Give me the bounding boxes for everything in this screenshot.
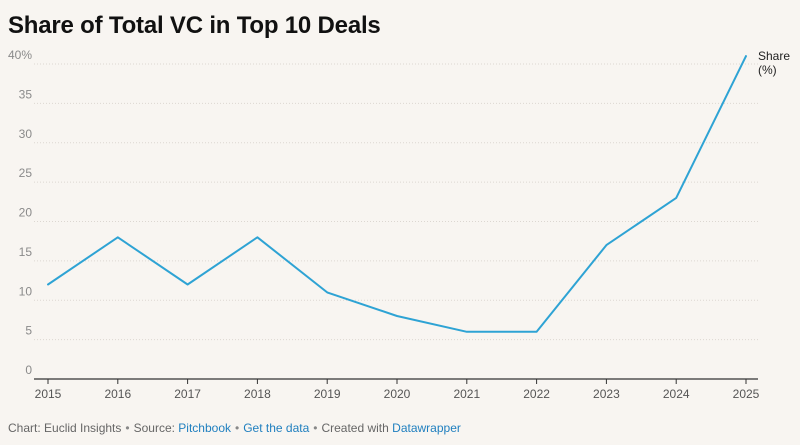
get-data-link[interactable]: Get the data [243, 421, 310, 435]
chart-credit: Chart: Euclid Insights [8, 421, 122, 435]
x-tick-label: 2015 [35, 387, 62, 401]
y-tick-label: 25 [19, 166, 33, 180]
y-tick-label: 5 [25, 324, 32, 338]
datawrapper-link[interactable]: Datawrapper [392, 421, 461, 435]
chart-title: Share of Total VC in Top 10 Deals [8, 12, 381, 39]
series-label-line: Share [758, 49, 790, 63]
x-tick-label: 2017 [174, 387, 201, 401]
series-label: Share(%) [758, 49, 790, 77]
y-tick-label: 10 [19, 284, 33, 298]
x-axis-ticks: 2015 2016 2017 2018 2019 2020 2021 2022 2023 2024… [35, 379, 760, 401]
chart-footer: Chart: Euclid Insights • Source: Pitchbook… [8, 421, 461, 435]
y-tick-label: 15 [19, 245, 33, 259]
series-layer [47, 55, 747, 333]
separator-dot: • [125, 421, 130, 435]
y-tick-label: 30 [19, 127, 33, 141]
x-tick-label: 2020 [384, 387, 411, 401]
separator-dot: • [313, 421, 318, 435]
source-link[interactable]: Pitchbook [178, 421, 231, 435]
series-line [47, 55, 747, 333]
x-tick-label: 2023 [593, 387, 620, 401]
source-label: Source: [133, 421, 175, 435]
x-tick-label: 2024 [663, 387, 690, 401]
x-tick-label: 2016 [104, 387, 131, 401]
y-tick-label: 0 [25, 363, 32, 377]
created-with-label: Created with [321, 421, 389, 435]
x-tick-label: 2018 [244, 387, 271, 401]
x-tick-label: 2019 [314, 387, 341, 401]
x-tick-label: 2022 [523, 387, 550, 401]
y-tick-label: 35 [19, 87, 33, 101]
x-tick-label: 2025 [733, 387, 760, 401]
y-tick-label: 40% [8, 48, 32, 62]
separator-dot: • [235, 421, 240, 435]
series-label-line: (%) [758, 63, 777, 77]
y-tick-label: 20 [19, 206, 33, 220]
gridlines [34, 63, 758, 380]
x-tick-label: 2021 [453, 387, 480, 401]
y-axis-ticks: 0 5 10 15 20 25 30 35 40% [8, 48, 32, 377]
